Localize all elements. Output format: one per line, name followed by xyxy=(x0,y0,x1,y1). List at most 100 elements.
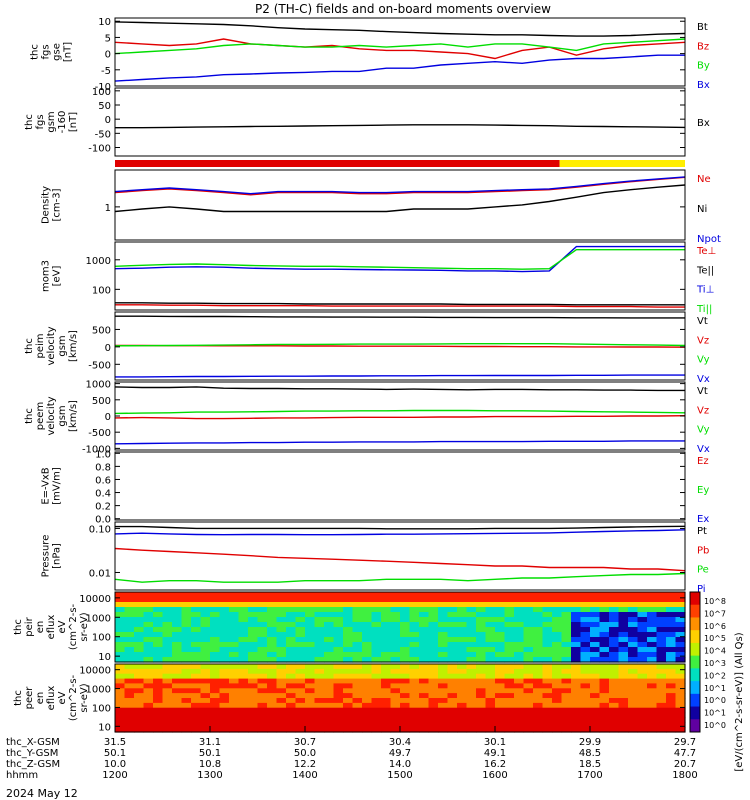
spectrogram-cell xyxy=(523,647,534,653)
spectrogram-cell xyxy=(495,683,506,689)
spectrogram-cell xyxy=(248,607,259,613)
legend-Pb: Pb xyxy=(697,545,709,556)
spectrogram-cell xyxy=(628,622,639,628)
spectrogram-cell xyxy=(628,688,639,694)
spectrogram-cell xyxy=(390,664,401,670)
spectrogram-cell xyxy=(257,592,268,598)
spectrogram-cell xyxy=(362,642,373,648)
spectrogram-cell xyxy=(333,622,344,628)
spectrogram-cell xyxy=(609,632,620,638)
spectrogram-cell xyxy=(229,717,240,723)
spectrogram-cell xyxy=(447,683,458,689)
spectrogram-cell xyxy=(599,652,610,658)
spectrogram-cell xyxy=(666,678,677,685)
spectrogram-cell xyxy=(267,702,278,709)
spectrogram-cell xyxy=(200,693,211,699)
spectrogram-cell xyxy=(390,622,401,628)
spectrogram-cell xyxy=(333,707,344,714)
spectrogram-cell xyxy=(371,693,382,699)
spectrogram-cell xyxy=(124,642,135,648)
spectrogram-cell xyxy=(637,627,648,633)
spectrogram-cell xyxy=(476,657,487,663)
spectrogram-cell xyxy=(590,678,601,685)
spectrogram-cell xyxy=(295,592,306,598)
spectrogram-cell xyxy=(143,647,154,653)
spectrogram-cell xyxy=(257,683,268,689)
spectrogram-cell xyxy=(352,657,363,663)
spectrogram-cell xyxy=(295,673,306,680)
spectrogram-cell xyxy=(333,637,344,643)
spectrogram-cell xyxy=(457,597,468,603)
spectrogram-cell xyxy=(229,698,240,704)
spectrogram-cell xyxy=(590,657,601,663)
spectrogram-cell xyxy=(219,722,230,728)
spectrogram-cell xyxy=(485,647,496,653)
spectrogram-cell xyxy=(466,612,477,618)
spectrogram-cell xyxy=(675,627,686,633)
spectrogram-cell xyxy=(466,673,477,680)
spectrogram-cell xyxy=(495,627,506,633)
spectrogram-cell xyxy=(533,678,544,685)
spectrogram-cell xyxy=(495,673,506,680)
spectrogram-cell xyxy=(599,602,610,608)
mode-bar-segment xyxy=(559,160,685,167)
spectrogram-cell xyxy=(466,727,477,733)
spectrogram-cell xyxy=(609,647,620,653)
spectrogram-cell xyxy=(466,717,477,723)
series-line-Vt xyxy=(115,315,685,319)
spectrogram-cell xyxy=(400,668,411,675)
spectrogram-cell xyxy=(457,712,468,719)
spectrogram-cell xyxy=(162,602,173,608)
spectrogram-cell xyxy=(599,632,610,638)
spectrogram-cell xyxy=(314,647,325,653)
spectrogram-cell xyxy=(162,727,173,733)
spectrogram-cell xyxy=(552,683,563,689)
spectrogram-cell xyxy=(267,592,278,598)
spectrogram-cell xyxy=(305,602,316,608)
spectrogram-cell xyxy=(295,652,306,658)
spectrogram-cell xyxy=(115,652,126,658)
spectrogram-cell xyxy=(352,712,363,719)
spectrogram-cell xyxy=(381,592,392,598)
spectrogram-cell xyxy=(172,617,183,623)
spectrogram-cell xyxy=(438,592,449,598)
spectrogram-cell xyxy=(514,597,525,603)
colorbar-tick-label: 10^2 xyxy=(704,671,726,680)
spectrogram-cell xyxy=(153,727,164,733)
spectrogram-cell xyxy=(181,652,192,658)
spectrogram-cell xyxy=(675,717,686,723)
spectrogram-cell xyxy=(134,612,145,618)
spectrogram-cell xyxy=(656,717,667,723)
spectrogram-cell xyxy=(523,693,534,699)
spectrogram-cell xyxy=(533,657,544,663)
spectrogram-cell xyxy=(124,678,135,685)
spectrogram-cell xyxy=(229,637,240,643)
spectrogram-cell xyxy=(590,632,601,638)
x-tick-label: 31.1 xyxy=(199,737,221,748)
legend-Ti||: Ti|| xyxy=(696,304,712,315)
spectrogram-cell xyxy=(371,617,382,623)
spectrogram-cell xyxy=(400,683,411,689)
spectrogram-cell xyxy=(495,702,506,709)
x-tick-label: 49.1 xyxy=(484,748,506,759)
panel-frame xyxy=(114,451,686,521)
spectrogram-cell xyxy=(599,668,610,675)
spectrogram-cell xyxy=(504,607,515,613)
spectrogram-cell xyxy=(343,622,354,628)
spectrogram-cell xyxy=(134,683,145,689)
spectrogram-cell xyxy=(533,668,544,675)
spectrogram-cell xyxy=(485,617,496,623)
spectrogram-cell xyxy=(457,688,468,694)
spectrogram-cell xyxy=(675,652,686,658)
spectrogram-cell xyxy=(276,652,287,658)
spectrogram-cell xyxy=(314,592,325,598)
spectrogram-cell xyxy=(561,652,572,658)
spectrogram-cell xyxy=(590,722,601,728)
spectrogram-cell xyxy=(295,717,306,723)
spectrogram-cell xyxy=(561,637,572,643)
spectrogram-cell xyxy=(295,622,306,628)
series-line-Vx xyxy=(115,374,685,378)
spectrogram-cell xyxy=(210,727,221,733)
